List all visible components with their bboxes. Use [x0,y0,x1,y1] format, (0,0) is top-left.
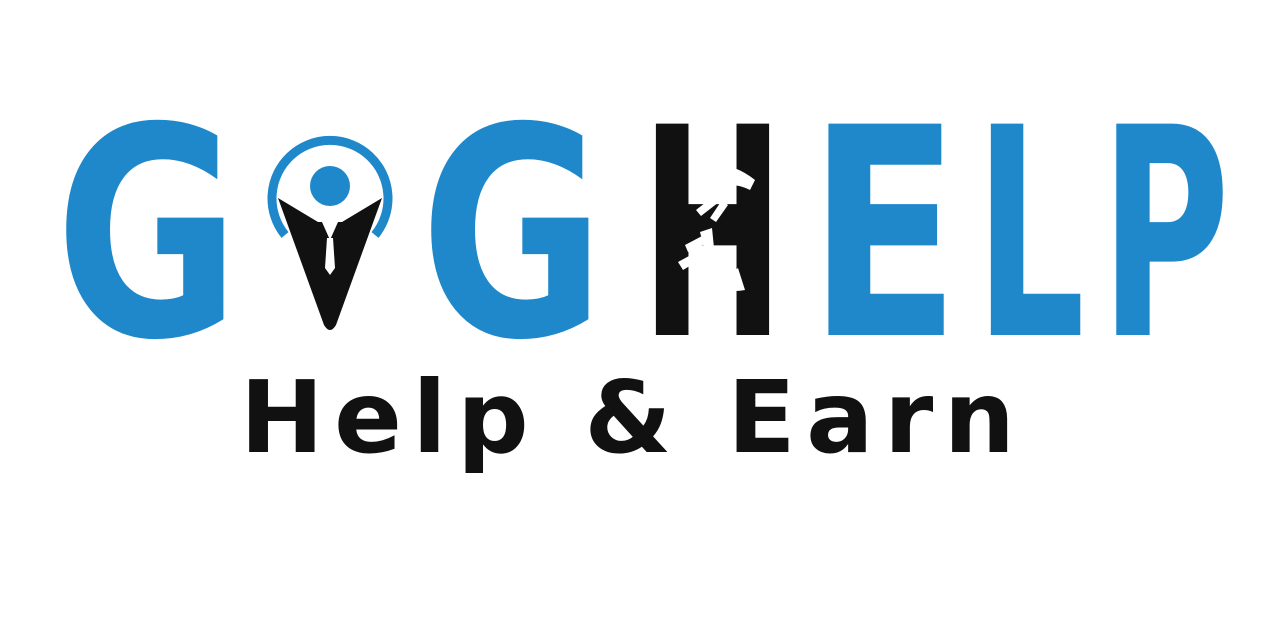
logo-letter: L [975,67,1085,404]
tagline: Help & Earn [240,359,1015,476]
icon-head [310,166,350,206]
h-with-hands: H [640,67,785,404]
logo-letter: G [420,67,605,404]
logo-letter: E [808,67,960,404]
icon-ring [267,135,393,238]
hand-lower [678,228,745,291]
logo-letter: P [1100,67,1230,404]
logo-letter: G [55,67,240,404]
icon-tie [325,238,335,275]
icon-collar [322,222,338,240]
person-icon [267,135,393,330]
hand-upper [690,164,755,222]
